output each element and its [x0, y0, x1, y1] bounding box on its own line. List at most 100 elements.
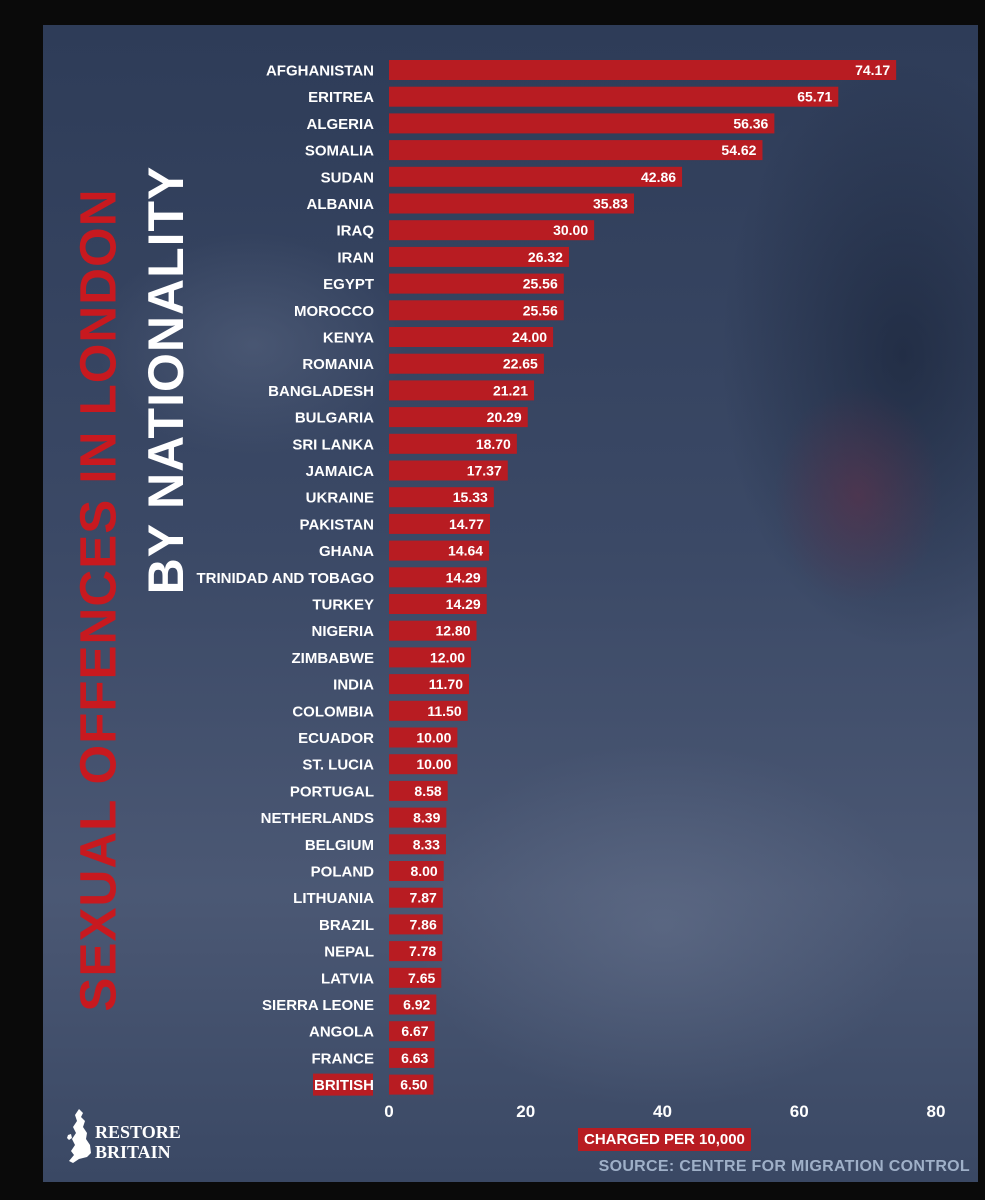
- logo-text: RESTORE BRITAIN: [95, 1122, 181, 1162]
- value-label: 25.56: [523, 302, 558, 318]
- value-label: 7.87: [410, 890, 437, 906]
- bar: [389, 594, 487, 614]
- bar: [389, 487, 494, 508]
- bar: [389, 620, 477, 641]
- bar: [389, 327, 554, 347]
- bar: [389, 1074, 434, 1095]
- background-blur-shape: [773, 385, 943, 605]
- highlight-label-bg: [313, 1073, 373, 1096]
- bar: [389, 86, 839, 107]
- value-label: 6.67: [401, 1023, 428, 1039]
- x-axis-label: CHARGED PER 10,000: [578, 1128, 751, 1151]
- bar: [389, 166, 683, 187]
- bar: [389, 887, 443, 908]
- source-note: SOURCE: CENTRE FOR MIGRATION CONTROL: [598, 1158, 970, 1175]
- bar: [389, 994, 437, 1015]
- category-label: IRAQ: [337, 223, 375, 240]
- category-label: ZIMBABWE: [292, 650, 375, 667]
- bar: [389, 513, 490, 534]
- category-label: BELGIUM: [305, 837, 374, 854]
- category-label: JAMAICA: [306, 463, 375, 480]
- category-label: FRANCE: [312, 1050, 375, 1067]
- value-label: 35.83: [593, 196, 628, 212]
- value-label: 7.86: [409, 916, 436, 932]
- category-label: COLOMBIA: [292, 703, 374, 720]
- category-label: NEPAL: [324, 944, 374, 961]
- category-label: BANGLADESH: [268, 383, 374, 400]
- category-label: MOROCCO: [294, 303, 374, 320]
- category-label: KENYA: [323, 330, 374, 347]
- category-label: SRI LANKA: [292, 436, 374, 453]
- category-label: SIERRA LEONE: [262, 997, 374, 1014]
- bar: [389, 433, 517, 454]
- category-label: NETHERLANDS: [261, 810, 374, 827]
- value-label: 42.86: [641, 169, 676, 185]
- value-label: 30.00: [553, 222, 588, 238]
- category-label: ALBANIA: [307, 196, 375, 213]
- category-label: IRAN: [337, 249, 374, 266]
- infographic-panel: SEXUAL OFFENCES IN LONDON BY NATIONALITY…: [43, 25, 978, 1182]
- bar: [389, 407, 528, 428]
- bar: [389, 220, 595, 241]
- bar: [389, 834, 446, 855]
- bar: [389, 1047, 435, 1068]
- category-label: PORTUGAL: [290, 783, 374, 800]
- category-label: ERITREA: [308, 89, 374, 106]
- bar: [389, 460, 508, 481]
- value-label: 8.00: [410, 863, 437, 879]
- value-label: 10.00: [416, 756, 451, 772]
- value-label: 12.00: [430, 649, 465, 665]
- x-tick-label: 40: [653, 1102, 672, 1121]
- value-label: 10.00: [416, 730, 451, 746]
- value-label: 7.65: [408, 970, 435, 986]
- bar: [389, 700, 468, 721]
- bar: [389, 567, 487, 588]
- bar: [389, 273, 564, 294]
- logo-text-line-1: RESTORE: [95, 1122, 181, 1142]
- value-label: 12.80: [435, 623, 470, 639]
- value-label: 14.29: [446, 596, 481, 612]
- uk-map-icon: [67, 1109, 91, 1163]
- bar-chart: AFGHANISTAN 74.17 ERITREA 65.71 ALGERIA 56.36…: [197, 60, 945, 1121]
- bar: [389, 727, 458, 748]
- bar: [389, 807, 447, 828]
- category-label: ECUADOR: [298, 730, 374, 747]
- bar: [389, 60, 897, 80]
- value-label: 8.33: [413, 836, 440, 852]
- value-label: 6.50: [400, 1077, 427, 1093]
- bar: [389, 914, 443, 935]
- category-label: GHANA: [319, 543, 374, 560]
- value-label: 7.78: [409, 943, 436, 959]
- category-label: SOMALIA: [305, 143, 374, 160]
- value-label: 15.33: [453, 489, 488, 505]
- bar: [389, 300, 564, 321]
- bar: [389, 193, 634, 214]
- value-label: 65.71: [797, 89, 832, 105]
- value-label: 24.00: [512, 329, 547, 345]
- value-label: 8.39: [413, 810, 440, 826]
- bar: [389, 540, 490, 561]
- category-label: BRAZIL: [319, 917, 374, 934]
- value-label: 14.64: [448, 543, 483, 559]
- category-label: LITHUANIA: [293, 890, 374, 907]
- bar: [389, 941, 443, 962]
- category-label: BULGARIA: [295, 410, 374, 427]
- value-label: 11.70: [429, 676, 463, 692]
- bar: [389, 246, 569, 267]
- bar: [389, 647, 472, 668]
- bar: [389, 380, 535, 401]
- bar: [389, 780, 448, 801]
- x-tick-label: 60: [790, 1102, 809, 1121]
- value-label: 56.36: [733, 115, 768, 131]
- value-label: 54.62: [721, 142, 756, 158]
- bar: [389, 140, 763, 161]
- category-label: ST. LUCIA: [302, 757, 374, 774]
- bar: [389, 967, 442, 988]
- bar: [389, 754, 458, 775]
- bar: [389, 353, 544, 374]
- value-label: 20.29: [487, 409, 522, 425]
- bar: [389, 674, 469, 695]
- category-label: UKRAINE: [306, 490, 374, 507]
- category-label: TURKEY: [312, 597, 374, 614]
- value-label: 22.65: [503, 356, 538, 372]
